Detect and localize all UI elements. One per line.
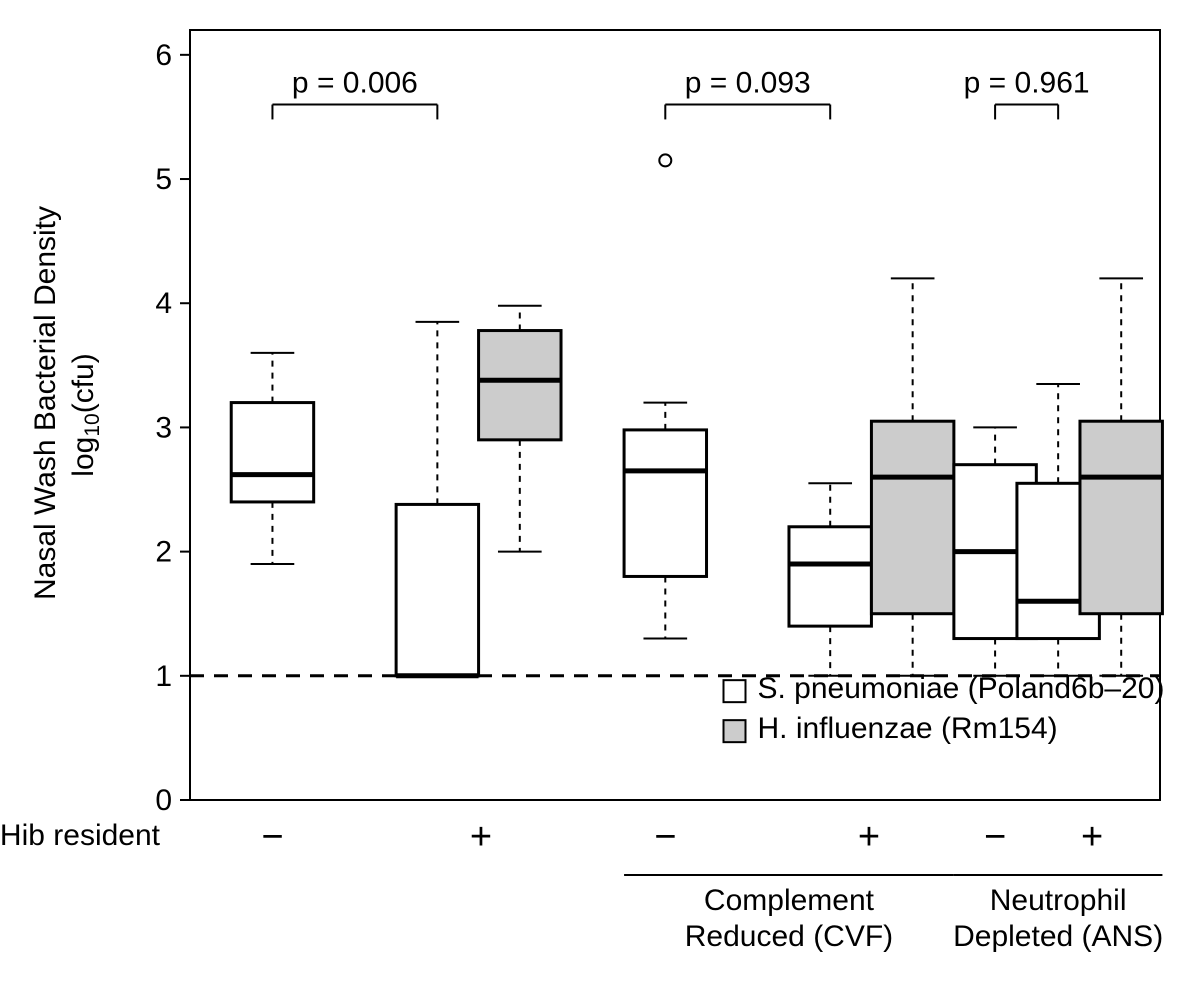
legend-label: S. pneumoniae (Poland6b–20) — [758, 672, 1165, 705]
y-axis-label-line2: log10(cfu) — [67, 353, 104, 476]
legend-label: H. influenzae (Rm154) — [758, 712, 1058, 745]
y-tick-label: 1 — [155, 660, 172, 693]
hib-sign: − — [984, 816, 1006, 858]
y-tick-label: 4 — [155, 287, 172, 320]
box — [871, 421, 953, 614]
hib-resident-label: Hib resident — [0, 819, 161, 852]
y-tick-label: 3 — [155, 411, 172, 444]
hib-sign: + — [470, 816, 492, 858]
group-label: Neutrophil — [990, 884, 1127, 917]
legend-swatch — [724, 680, 746, 702]
group-label: Complement — [704, 884, 875, 917]
hib-sign: + — [858, 816, 880, 858]
hib-sign: + — [1081, 816, 1103, 858]
outlier-point — [659, 154, 671, 166]
box — [624, 430, 706, 577]
box — [789, 527, 871, 626]
group-label: Reduced (CVF) — [685, 920, 893, 953]
pvalue-label: p = 0.093 — [685, 67, 811, 100]
y-tick-label: 2 — [155, 536, 172, 569]
pvalue-label: p = 0.961 — [964, 67, 1090, 100]
pvalue-label: p = 0.006 — [292, 67, 418, 100]
y-tick-label: 0 — [155, 784, 172, 817]
boxplot-svg: 0 1 2 3 4 5 6 Nasal Wash Bacterial Densitylog10… — [0, 0, 1200, 988]
box — [479, 331, 561, 440]
group-label: Depleted (ANS) — [953, 920, 1163, 953]
y-tick-label: 5 — [155, 163, 172, 196]
box — [396, 504, 478, 675]
hib-sign: − — [654, 816, 676, 858]
legend-swatch — [724, 720, 746, 742]
hib-sign: − — [261, 816, 283, 858]
box — [231, 403, 313, 502]
chart-container: 0 1 2 3 4 5 6 Nasal Wash Bacterial Densitylog10… — [0, 0, 1200, 988]
y-axis-label-line1: Nasal Wash Bacterial Density — [29, 206, 62, 600]
box — [1080, 421, 1162, 614]
y-tick-label: 6 — [155, 39, 172, 72]
